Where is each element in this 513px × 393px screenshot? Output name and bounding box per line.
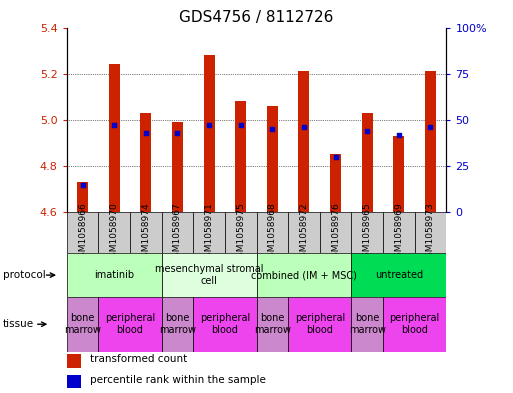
Bar [67,253,162,297]
Title: GDS4756 / 8112726: GDS4756 / 8112726 [180,10,333,25]
Bar [98,297,162,352]
Text: GSM1058970: GSM1058970 [110,202,119,263]
Bar [98,212,130,253]
Bar [109,64,120,212]
Text: GSM1058971: GSM1058971 [205,202,213,263]
Bar [267,106,278,212]
Bar [162,297,193,352]
Point [205,122,213,129]
Point [426,124,435,130]
Bar [193,212,225,253]
Bar [256,297,288,352]
Bar [67,354,81,368]
Text: peripheral
blood: peripheral blood [389,314,440,335]
Text: GSM1058968: GSM1058968 [268,202,277,263]
Bar [225,212,256,253]
Text: peripheral
blood: peripheral blood [105,314,155,335]
Point [236,122,245,129]
Point [268,126,277,132]
Bar [351,212,383,253]
Text: combined (IM + MSC): combined (IM + MSC) [251,270,357,280]
Point [300,124,308,130]
Bar [140,113,151,212]
Text: GSM1058976: GSM1058976 [331,202,340,263]
Bar [67,212,98,253]
Bar [204,55,214,212]
Bar [256,253,351,297]
Text: transformed count: transformed count [90,354,187,364]
Text: tissue: tissue [3,319,34,329]
Bar [193,297,256,352]
Text: peripheral
blood: peripheral blood [294,314,345,335]
Text: GSM1058974: GSM1058974 [141,202,150,263]
Bar [415,212,446,253]
Text: bone
marrow: bone marrow [64,314,101,335]
Text: GSM1058967: GSM1058967 [173,202,182,263]
Bar [162,253,256,297]
Point [331,154,340,160]
Text: imatinib: imatinib [94,270,134,280]
Point [142,130,150,136]
Bar [362,113,373,212]
Text: GSM1058966: GSM1058966 [78,202,87,263]
Point [173,130,182,136]
Bar [299,72,309,212]
Text: mesenchymal stromal
cell: mesenchymal stromal cell [155,264,263,286]
Point [363,128,371,134]
Text: peripheral
blood: peripheral blood [200,314,250,335]
Point [78,182,87,188]
Text: bone
marrow: bone marrow [159,314,196,335]
Text: bone
marrow: bone marrow [254,314,291,335]
Bar [320,212,351,253]
Bar [425,72,436,212]
Bar [383,212,415,253]
Text: GSM1058965: GSM1058965 [363,202,372,263]
Bar [383,297,446,352]
Text: bone
marrow: bone marrow [349,314,386,335]
Point [394,132,403,138]
Bar [67,375,81,388]
Bar [351,253,446,297]
Bar [162,212,193,253]
Bar [172,122,183,212]
Bar [67,297,98,352]
Bar [256,212,288,253]
Bar [288,297,351,352]
Bar [330,154,341,212]
Text: GSM1058975: GSM1058975 [236,202,245,263]
Text: GSM1058973: GSM1058973 [426,202,435,263]
Text: percentile rank within the sample: percentile rank within the sample [90,375,266,385]
Bar [77,182,88,212]
Point [110,122,118,129]
Text: GSM1058969: GSM1058969 [394,202,403,263]
Text: GSM1058972: GSM1058972 [300,202,308,263]
Text: untreated: untreated [375,270,423,280]
Bar [130,212,162,253]
Bar [351,297,383,352]
Bar [393,136,404,212]
Text: protocol: protocol [3,270,45,280]
Bar [288,212,320,253]
Bar [235,101,246,212]
